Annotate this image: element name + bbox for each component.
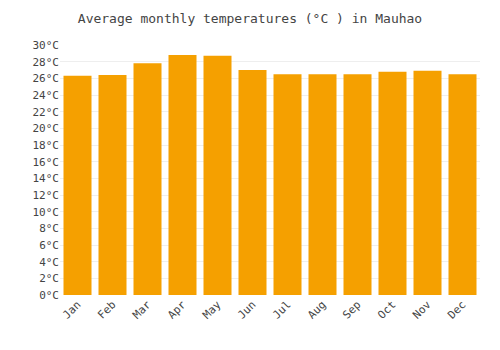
svg-text:Nov: Nov — [410, 298, 434, 322]
svg-text:24°C: 24°C — [33, 89, 60, 102]
svg-text:16°C: 16°C — [33, 156, 60, 169]
svg-text:Aug: Aug — [305, 298, 328, 321]
svg-text:6°C: 6°C — [39, 239, 59, 252]
svg-text:Feb: Feb — [95, 298, 118, 321]
svg-text:Average monthly temperatures (: Average monthly temperatures (°C ) in Ma… — [78, 11, 422, 26]
svg-text:20°C: 20°C — [33, 122, 60, 135]
svg-text:Mar: Mar — [130, 298, 154, 322]
svg-text:28°C: 28°C — [33, 56, 60, 69]
svg-text:8°C: 8°C — [39, 222, 59, 235]
svg-text:26°C: 26°C — [33, 72, 60, 85]
svg-text:0°C: 0°C — [39, 289, 59, 302]
svg-text:10°C: 10°C — [33, 206, 60, 219]
svg-text:2°C: 2°C — [39, 272, 59, 285]
svg-text:May: May — [200, 298, 224, 322]
svg-text:18°C: 18°C — [33, 139, 60, 152]
svg-text:4°C: 4°C — [39, 256, 59, 269]
svg-text:Apr: Apr — [165, 298, 189, 322]
svg-text:Jan: Jan — [60, 298, 83, 321]
svg-text:Sep: Sep — [340, 298, 363, 321]
svg-text:Dec: Dec — [445, 298, 468, 321]
svg-text:30°C: 30°C — [33, 39, 60, 52]
svg-text:Jul: Jul — [270, 298, 293, 321]
svg-text:Jun: Jun — [235, 298, 258, 321]
svg-text:22°C: 22°C — [33, 106, 60, 119]
svg-text:12°C: 12°C — [33, 189, 60, 202]
svg-text:14°C: 14°C — [33, 172, 60, 185]
svg-text:Oct: Oct — [375, 298, 398, 321]
